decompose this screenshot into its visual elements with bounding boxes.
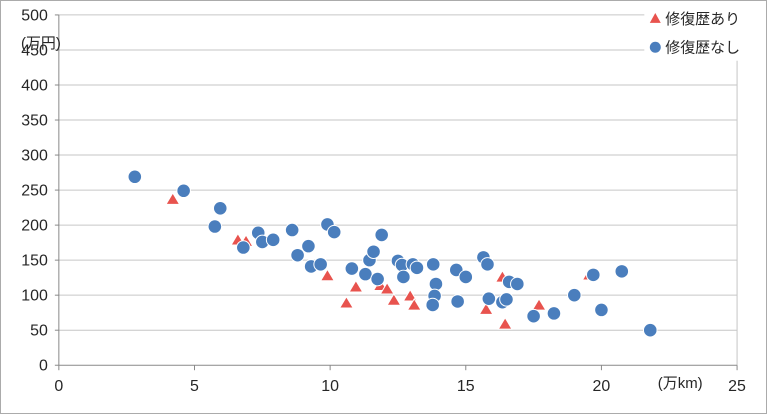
y-tick-label-450: 450: [21, 42, 48, 59]
marker-repaired: [319, 268, 336, 282]
y-tick-label-350: 350: [21, 113, 48, 130]
gridlines: [58, 14, 738, 366]
marker-not-repaired: [176, 183, 191, 199]
x-tick-label-5: 5: [190, 378, 199, 395]
legend-marker-repaired: [649, 12, 661, 23]
marker-not-repaired: [510, 276, 525, 292]
marker-not-repaired: [409, 260, 425, 276]
marker-not-repaired: [212, 201, 228, 216]
marker-not-repaired: [425, 297, 440, 313]
marker-not-repaired: [127, 169, 143, 185]
marker-not-repaired: [642, 322, 658, 338]
y-tick-label-50: 50: [30, 323, 48, 340]
y-tick-label-500: 500: [21, 7, 48, 24]
x-tick-label-15: 15: [457, 378, 475, 395]
marker-not-repaired: [370, 271, 385, 287]
marker-not-repaired: [480, 257, 495, 272]
marker-not-repaired: [396, 269, 411, 285]
marker-not-repaired: [458, 269, 474, 285]
marker-not-repaired: [358, 266, 373, 282]
marker-not-repaired: [450, 294, 465, 309]
series-not-repaired: [127, 169, 658, 338]
marker-not-repaired: [366, 244, 381, 259]
marker-not-repaired: [614, 264, 630, 279]
marker-not-repaired: [526, 308, 541, 324]
legend-label-not-repaired: 修復歴なし: [665, 40, 740, 57]
marker-not-repaired: [236, 240, 251, 255]
marker-not-repaired: [481, 291, 497, 306]
y-tick-label-150: 150: [21, 253, 48, 270]
x-tick-label-25: 25: [728, 378, 746, 395]
y-axis-ticks: 0 50 100 150 200 250 300 350 400 450 500: [21, 7, 59, 375]
marker-repaired: [348, 279, 364, 293]
marker-not-repaired: [284, 222, 300, 238]
marker-not-repaired: [313, 257, 328, 272]
marker-repaired: [379, 281, 395, 295]
marker-repaired: [386, 292, 402, 306]
marker-not-repaired: [425, 257, 441, 272]
x-tick-label-0: 0: [54, 378, 63, 395]
y-tick-label-400: 400: [21, 77, 48, 94]
marker-repaired: [338, 295, 355, 309]
marker-repaired: [406, 297, 422, 311]
y-tick-label-0: 0: [39, 358, 48, 375]
marker-not-repaired: [546, 306, 562, 321]
y-tick-label-300: 300: [21, 148, 48, 165]
marker-not-repaired: [374, 227, 389, 243]
x-axis-ticks: 0 5 10 15 20 25: [54, 365, 746, 395]
x-tick-label-10: 10: [321, 378, 339, 395]
marker-repaired: [478, 302, 494, 315]
y-tick-label-200: 200: [21, 218, 48, 235]
y-axis-unit-label: (万円): [21, 35, 61, 52]
marker-not-repaired: [594, 302, 609, 318]
marker-repaired: [531, 297, 547, 311]
marker-not-repaired: [290, 247, 305, 263]
legend-marker-not-repaired: [649, 41, 661, 53]
marker-repaired: [402, 288, 418, 302]
marker-not-repaired: [326, 224, 342, 240]
x-tick-label-20: 20: [593, 378, 611, 395]
marker-not-repaired: [344, 261, 360, 276]
y-tick-label-250: 250: [21, 183, 48, 200]
marker-not-repaired: [207, 219, 223, 234]
marker-not-repaired: [499, 292, 514, 307]
marker-repaired: [165, 192, 181, 205]
marker-not-repaired: [301, 238, 316, 254]
marker-not-repaired: [265, 232, 281, 248]
marker-not-repaired: [567, 287, 582, 303]
legend-label-repaired: 修復歴あり: [665, 11, 740, 28]
x-axis-unit-label: (万km): [658, 375, 703, 392]
legend-background: [644, 6, 742, 61]
marker-not-repaired: [586, 267, 601, 283]
y-tick-label-100: 100: [21, 288, 48, 305]
marker-repaired: [497, 316, 513, 330]
marker-not-repaired: [428, 276, 444, 292]
